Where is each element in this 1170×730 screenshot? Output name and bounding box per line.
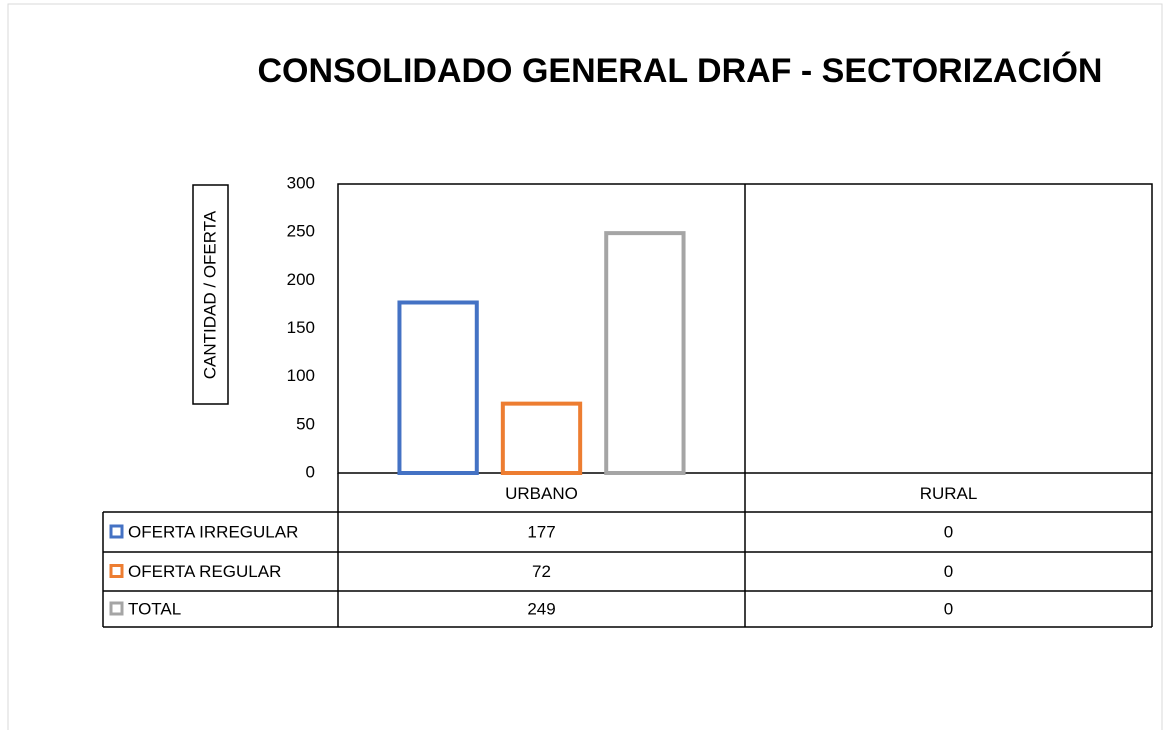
- y-tick-label: 200: [287, 270, 315, 289]
- legend-label: OFERTA REGULAR: [128, 562, 281, 581]
- chart-title: CONSOLIDADO GENERAL DRAF - SECTORIZACIÓN: [258, 52, 1103, 90]
- bar: [604, 231, 686, 475]
- y-tick-label: 150: [287, 318, 315, 337]
- x-tick-label: URBANO: [505, 484, 578, 503]
- table-value: 0: [944, 522, 953, 541]
- legend-label: TOTAL: [128, 599, 181, 618]
- y-tick-label: 100: [287, 366, 315, 385]
- y-tick-label: 0: [306, 462, 315, 481]
- legend-key: [109, 564, 124, 578]
- chart-frame: [7, 3, 1163, 730]
- x-tick-label: RURAL: [920, 484, 978, 503]
- table-value: 72: [532, 562, 551, 581]
- table-value: 177: [527, 522, 555, 541]
- table-value: 0: [944, 562, 953, 581]
- table-value: 249: [527, 599, 555, 618]
- legend-label: OFERTA IRREGULAR: [128, 522, 298, 541]
- legend-key: [109, 601, 124, 616]
- legend-key: [109, 524, 124, 539]
- y-tick-label: 300: [287, 173, 315, 192]
- table-value: 0: [944, 599, 953, 618]
- bar: [500, 401, 583, 476]
- y-axis-label: CANTIDAD / OFERTA: [200, 210, 219, 379]
- bar: [397, 300, 479, 475]
- y-label-box: [192, 184, 229, 405]
- y-tick-label: 50: [296, 414, 315, 433]
- y-tick-label: 250: [287, 222, 315, 241]
